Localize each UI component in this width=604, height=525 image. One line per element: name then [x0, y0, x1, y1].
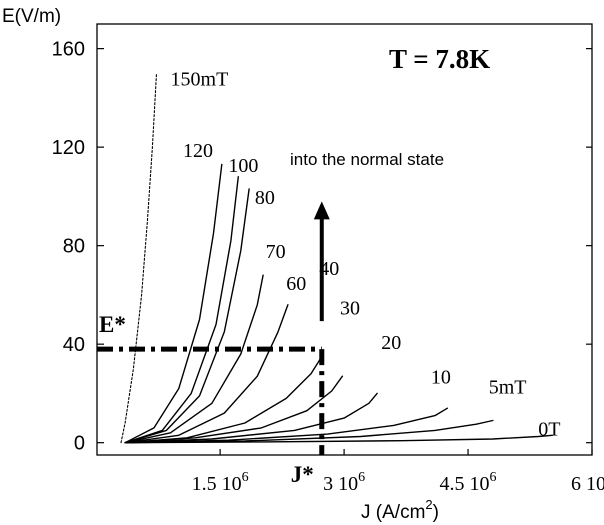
curve-label-150mT: 150mT [171, 69, 229, 91]
normal-state-label: into the normal state [290, 150, 444, 169]
x-axis-title: J (A/cm2) [361, 497, 439, 523]
curve-20 [124, 392, 378, 444]
chart-overlays [97, 201, 330, 455]
y-axis-title: E(V/m) [2, 6, 61, 27]
curve-label-70: 70 [266, 241, 286, 263]
y-tick-label: 0 [74, 433, 85, 455]
curve-label-40: 40 [319, 258, 339, 280]
y-tick-label: 160 [52, 39, 85, 61]
chart-axes [96, 23, 593, 456]
x-tick-label: 1.5 106 [192, 470, 249, 495]
chart-curves [120, 72, 553, 444]
y-tick-label: 80 [63, 236, 85, 258]
curve-label-120: 120 [183, 140, 213, 162]
x-tick-label: 6 106 [571, 470, 604, 495]
normal-state-arrow-head [313, 201, 330, 220]
x-tick-label: 3 106 [323, 470, 365, 495]
curve-70 [124, 274, 264, 444]
y-tick-label: 40 [63, 334, 85, 356]
curve-0T [124, 434, 553, 444]
y-tick-label: 120 [52, 137, 85, 159]
chart-labels: 0 40 80 120 160 1.5 106 3 106 4.5 106 6 106 E(V/m… [2, 6, 604, 523]
x-tick-label: 4.5 106 [440, 470, 497, 495]
e-star-label: E* [99, 312, 126, 337]
curve-label-100: 100 [228, 155, 258, 177]
curve-label-10: 10 [431, 367, 451, 389]
curve-120 [124, 163, 223, 444]
curve-150mT [120, 72, 158, 444]
curve-label-0T: 0T [538, 418, 560, 440]
curve-30 [124, 375, 344, 444]
curve-10 [124, 407, 449, 444]
curve-100 [124, 176, 239, 444]
j-star-label: J* [291, 462, 314, 487]
curve-label-30: 30 [340, 298, 360, 320]
curve-label-80: 80 [255, 187, 275, 209]
curve-label-20: 20 [381, 332, 401, 354]
curve-label-60: 60 [286, 273, 306, 295]
temperature-label: T = 7.8K [389, 44, 490, 74]
curve-40 [124, 353, 325, 444]
curve-5mT [124, 419, 494, 444]
curve-80 [124, 188, 250, 444]
curve-label-5mT: 5mT [489, 376, 527, 398]
curve-60 [124, 304, 289, 444]
